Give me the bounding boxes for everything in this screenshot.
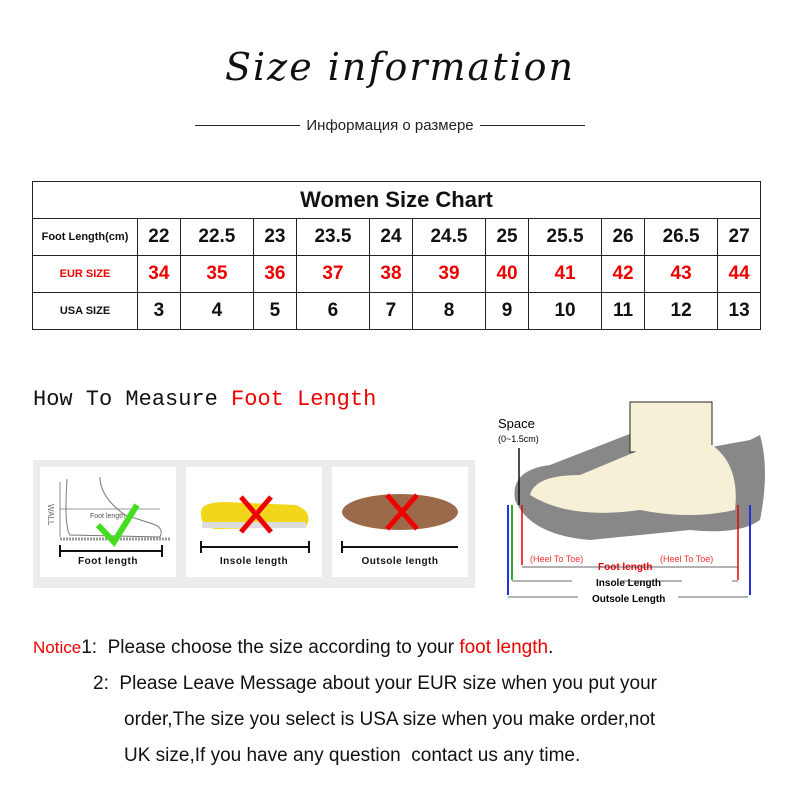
size-cell: 40 — [485, 255, 529, 293]
size-cell: 9 — [485, 292, 529, 330]
subtitle-text: Информация о размере — [306, 117, 474, 134]
svg-text:(Heel To Toe): (Heel To Toe) — [660, 554, 713, 564]
size-cell: 23.5 — [295, 218, 371, 256]
card-caption: Foot length — [78, 556, 138, 567]
size-cell: 37 — [295, 255, 371, 293]
svg-text:Insole Length: Insole Length — [596, 578, 661, 589]
size-cell: 27 — [717, 218, 761, 256]
notice-label: Notice — [33, 638, 82, 657]
size-cell: 42 — [601, 255, 645, 293]
size-cell: 23 — [253, 218, 297, 256]
svg-text:Foot length: Foot length — [598, 562, 652, 573]
check-icon — [95, 503, 140, 547]
note-2: 2: Please Leave Message about your EUR s… — [33, 666, 657, 702]
size-cell: 22.5 — [179, 218, 255, 256]
card-foot-length: WALL Foot length Foot length — [40, 467, 176, 577]
size-cell: 8 — [411, 292, 487, 330]
size-chart-table: Women Size Chart Foot Length(cm) 22 22.5 23… — [32, 181, 761, 330]
note-text: Please choose the size according to your — [107, 637, 460, 658]
note-text: order,The size you select is USA size wh… — [124, 709, 656, 730]
size-cell: 13 — [717, 292, 761, 330]
note-1: Notice1: Please choose the size accordin… — [33, 630, 657, 666]
foot-wall-illustration: WALL Foot length — [46, 476, 170, 557]
svg-text:(Heel To Toe): (Heel To Toe) — [530, 554, 583, 564]
shoe-diagram: Space (0~1.5cm) (Heel To Toe) Foot lengt… — [498, 401, 765, 605]
size-cell: 22 — [137, 218, 181, 256]
notes: Notice1: Please choose the size accordin… — [33, 630, 657, 774]
size-cell: 25.5 — [527, 218, 603, 256]
table-row-eur-size: EUR SIZE 34 35 36 37 38 39 40 41 42 43 44 — [32, 255, 761, 293]
outsole-illustration — [341, 493, 458, 553]
size-cell: 41 — [527, 255, 603, 293]
svg-text:Outsole Length: Outsole Length — [592, 594, 665, 605]
size-cell: 7 — [369, 292, 413, 330]
heading-black: How To Measure — [33, 387, 232, 412]
size-cell: 44 — [717, 255, 761, 293]
size-cell: 24.5 — [411, 218, 487, 256]
measure-heading: How To Measure Foot Length — [33, 387, 376, 412]
measure-methods-panel: WALL Foot length Foot length Insole leng… — [33, 460, 475, 588]
note-text: . — [548, 637, 554, 658]
size-cell: 38 — [369, 255, 413, 293]
x-icon — [385, 493, 419, 531]
size-cell: 4 — [179, 292, 255, 330]
subtitle: Информация о размере — [195, 117, 585, 134]
divider — [479, 125, 585, 126]
svg-text:(0~1.5cm): (0~1.5cm) — [498, 434, 539, 444]
size-cell: 6 — [295, 292, 371, 330]
size-cell: 34 — [137, 255, 181, 293]
row-label: USA SIZE — [32, 292, 138, 330]
size-chart-title: Women Size Chart — [32, 181, 761, 219]
size-cell: 26.5 — [643, 218, 719, 256]
table-row-foot-length: Foot Length(cm) 22 22.5 23 23.5 24 24.5 25 25.5 2… — [32, 218, 761, 256]
table-row-usa-size: USA SIZE 3 4 5 6 7 8 9 10 11 12 13 — [32, 292, 761, 330]
heading-red: Foot Length — [231, 387, 377, 412]
size-cell: 26 — [601, 218, 645, 256]
insole-illustration — [200, 495, 310, 553]
row-label: EUR SIZE — [32, 255, 138, 293]
card-insole-length: Insole length — [186, 467, 322, 577]
divider — [195, 125, 301, 126]
note-number: 1: — [81, 637, 98, 658]
note-highlight: foot length — [459, 637, 549, 658]
size-cell: 43 — [643, 255, 719, 293]
size-cell: 3 — [137, 292, 181, 330]
note-text: Please Leave Message about your EUR size… — [119, 673, 658, 694]
card-caption: Outsole length — [361, 556, 439, 567]
size-cell: 10 — [527, 292, 603, 330]
size-cell: 36 — [253, 255, 297, 293]
size-cell: 39 — [411, 255, 487, 293]
row-label: Foot Length(cm) — [32, 218, 138, 256]
x-icon — [239, 495, 273, 534]
note-number: 2: — [93, 673, 109, 694]
svg-text:WALL: WALL — [46, 504, 55, 526]
size-cell: 25 — [485, 218, 529, 256]
size-cell: 24 — [369, 218, 413, 256]
size-cell: 35 — [179, 255, 255, 293]
size-cell: 11 — [601, 292, 645, 330]
svg-text:Space: Space — [498, 416, 535, 431]
size-cell: 12 — [643, 292, 719, 330]
page-title: Size information — [225, 45, 575, 89]
svg-text:Foot length: Foot length — [90, 513, 125, 520]
size-cell: 5 — [253, 292, 297, 330]
note-text: UK size,If you have any question contact… — [124, 745, 581, 766]
card-outsole-length: Outsole length — [332, 467, 468, 577]
card-caption: Insole length — [219, 556, 289, 567]
